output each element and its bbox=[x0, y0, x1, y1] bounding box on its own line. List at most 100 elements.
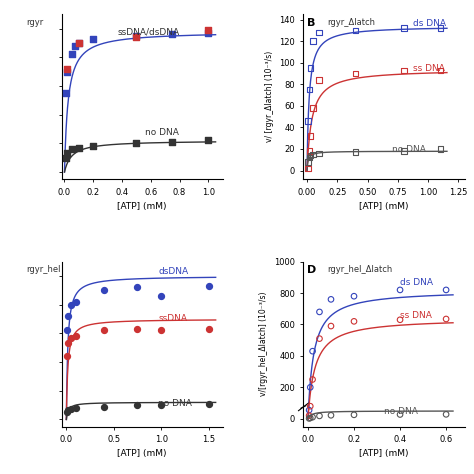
Point bbox=[133, 32, 140, 39]
Point bbox=[350, 411, 358, 419]
Point bbox=[90, 142, 97, 150]
Point bbox=[205, 282, 212, 290]
Text: ss DNA: ss DNA bbox=[400, 311, 432, 320]
Point bbox=[72, 332, 80, 340]
Point bbox=[396, 316, 404, 324]
Point bbox=[67, 405, 75, 412]
Point bbox=[75, 144, 82, 151]
Text: ds DNA: ds DNA bbox=[400, 278, 433, 287]
Point bbox=[133, 33, 140, 41]
Point bbox=[100, 327, 108, 334]
Point bbox=[309, 347, 316, 355]
Point bbox=[134, 283, 141, 291]
Point bbox=[64, 65, 71, 73]
Point bbox=[64, 327, 71, 334]
Text: ds DNA: ds DNA bbox=[413, 19, 446, 28]
Point bbox=[100, 287, 108, 294]
X-axis label: [ATP] (mM): [ATP] (mM) bbox=[359, 449, 409, 458]
Point bbox=[64, 339, 72, 347]
Text: D: D bbox=[307, 265, 316, 275]
Point bbox=[75, 39, 82, 47]
Point bbox=[134, 401, 141, 409]
Y-axis label: v/[rgyr_hel_Δlatch] (10⁻³/s): v/[rgyr_hel_Δlatch] (10⁻³/s) bbox=[259, 292, 268, 396]
Text: rgyr_hel_Δlatch: rgyr_hel_Δlatch bbox=[328, 265, 393, 274]
X-axis label: [ATP] (mM): [ATP] (mM) bbox=[359, 202, 409, 211]
Point bbox=[307, 152, 314, 159]
Point bbox=[64, 406, 72, 414]
Point bbox=[400, 66, 408, 74]
Point bbox=[72, 42, 79, 50]
Point bbox=[307, 64, 314, 72]
Point bbox=[304, 164, 312, 172]
Point bbox=[400, 147, 408, 155]
Point bbox=[205, 401, 212, 408]
Point bbox=[64, 68, 71, 75]
Point bbox=[67, 301, 75, 309]
Point bbox=[304, 117, 312, 125]
Point bbox=[90, 35, 97, 42]
Point bbox=[400, 25, 408, 32]
Point bbox=[68, 51, 75, 58]
Text: no DNA: no DNA bbox=[158, 399, 192, 408]
Point bbox=[64, 408, 71, 415]
Point bbox=[306, 86, 313, 93]
Point bbox=[133, 139, 140, 147]
Point bbox=[442, 286, 450, 294]
Point bbox=[72, 404, 80, 412]
Point bbox=[64, 353, 71, 360]
Point bbox=[309, 376, 316, 383]
Point bbox=[157, 327, 165, 334]
Y-axis label: v/ [rgyr_Δlatch] (10⁻³/s): v/ [rgyr_Δlatch] (10⁻³/s) bbox=[264, 51, 273, 142]
Point bbox=[205, 29, 212, 36]
Point bbox=[62, 89, 70, 97]
Text: no DNA: no DNA bbox=[392, 145, 426, 154]
Point bbox=[442, 315, 450, 323]
Point bbox=[396, 410, 404, 418]
Point bbox=[305, 415, 313, 422]
Text: rgyr_Δlatch: rgyr_Δlatch bbox=[328, 18, 375, 27]
Point bbox=[352, 27, 359, 34]
Point bbox=[327, 411, 335, 419]
Text: dsDNA: dsDNA bbox=[158, 266, 189, 275]
Point bbox=[205, 325, 212, 333]
Text: no DNA: no DNA bbox=[384, 407, 418, 416]
Point bbox=[315, 29, 323, 36]
Point bbox=[169, 138, 176, 146]
Point bbox=[157, 292, 165, 300]
Text: ss DNA: ss DNA bbox=[413, 64, 445, 73]
Point bbox=[442, 410, 450, 418]
Point bbox=[352, 148, 359, 156]
Point bbox=[437, 66, 444, 74]
Point bbox=[315, 149, 323, 157]
Point bbox=[350, 318, 358, 325]
Point bbox=[64, 150, 71, 157]
Point bbox=[309, 151, 317, 158]
Point bbox=[309, 104, 317, 112]
Point bbox=[304, 158, 312, 166]
Text: B: B bbox=[307, 18, 315, 27]
Point bbox=[350, 292, 358, 300]
Text: rgyr_hel: rgyr_hel bbox=[26, 265, 61, 274]
Point bbox=[309, 413, 316, 421]
Point bbox=[307, 383, 314, 391]
Point bbox=[169, 30, 176, 38]
Point bbox=[134, 325, 141, 333]
Point bbox=[396, 286, 404, 294]
Point bbox=[307, 132, 314, 140]
Text: rgyr: rgyr bbox=[26, 18, 44, 27]
Point bbox=[64, 312, 72, 320]
Point bbox=[315, 76, 323, 84]
Point bbox=[307, 402, 314, 410]
Point bbox=[305, 406, 313, 414]
Point bbox=[307, 414, 314, 422]
Point bbox=[72, 298, 80, 306]
Point bbox=[352, 70, 359, 77]
Text: ssDNA/dsDNA: ssDNA/dsDNA bbox=[118, 27, 180, 36]
X-axis label: [ATP] (mM): [ATP] (mM) bbox=[118, 202, 167, 211]
Point bbox=[157, 401, 165, 409]
Point bbox=[305, 412, 313, 419]
Point bbox=[316, 412, 323, 419]
Point bbox=[316, 308, 323, 316]
Text: no DNA: no DNA bbox=[146, 128, 179, 137]
Point bbox=[316, 335, 323, 342]
